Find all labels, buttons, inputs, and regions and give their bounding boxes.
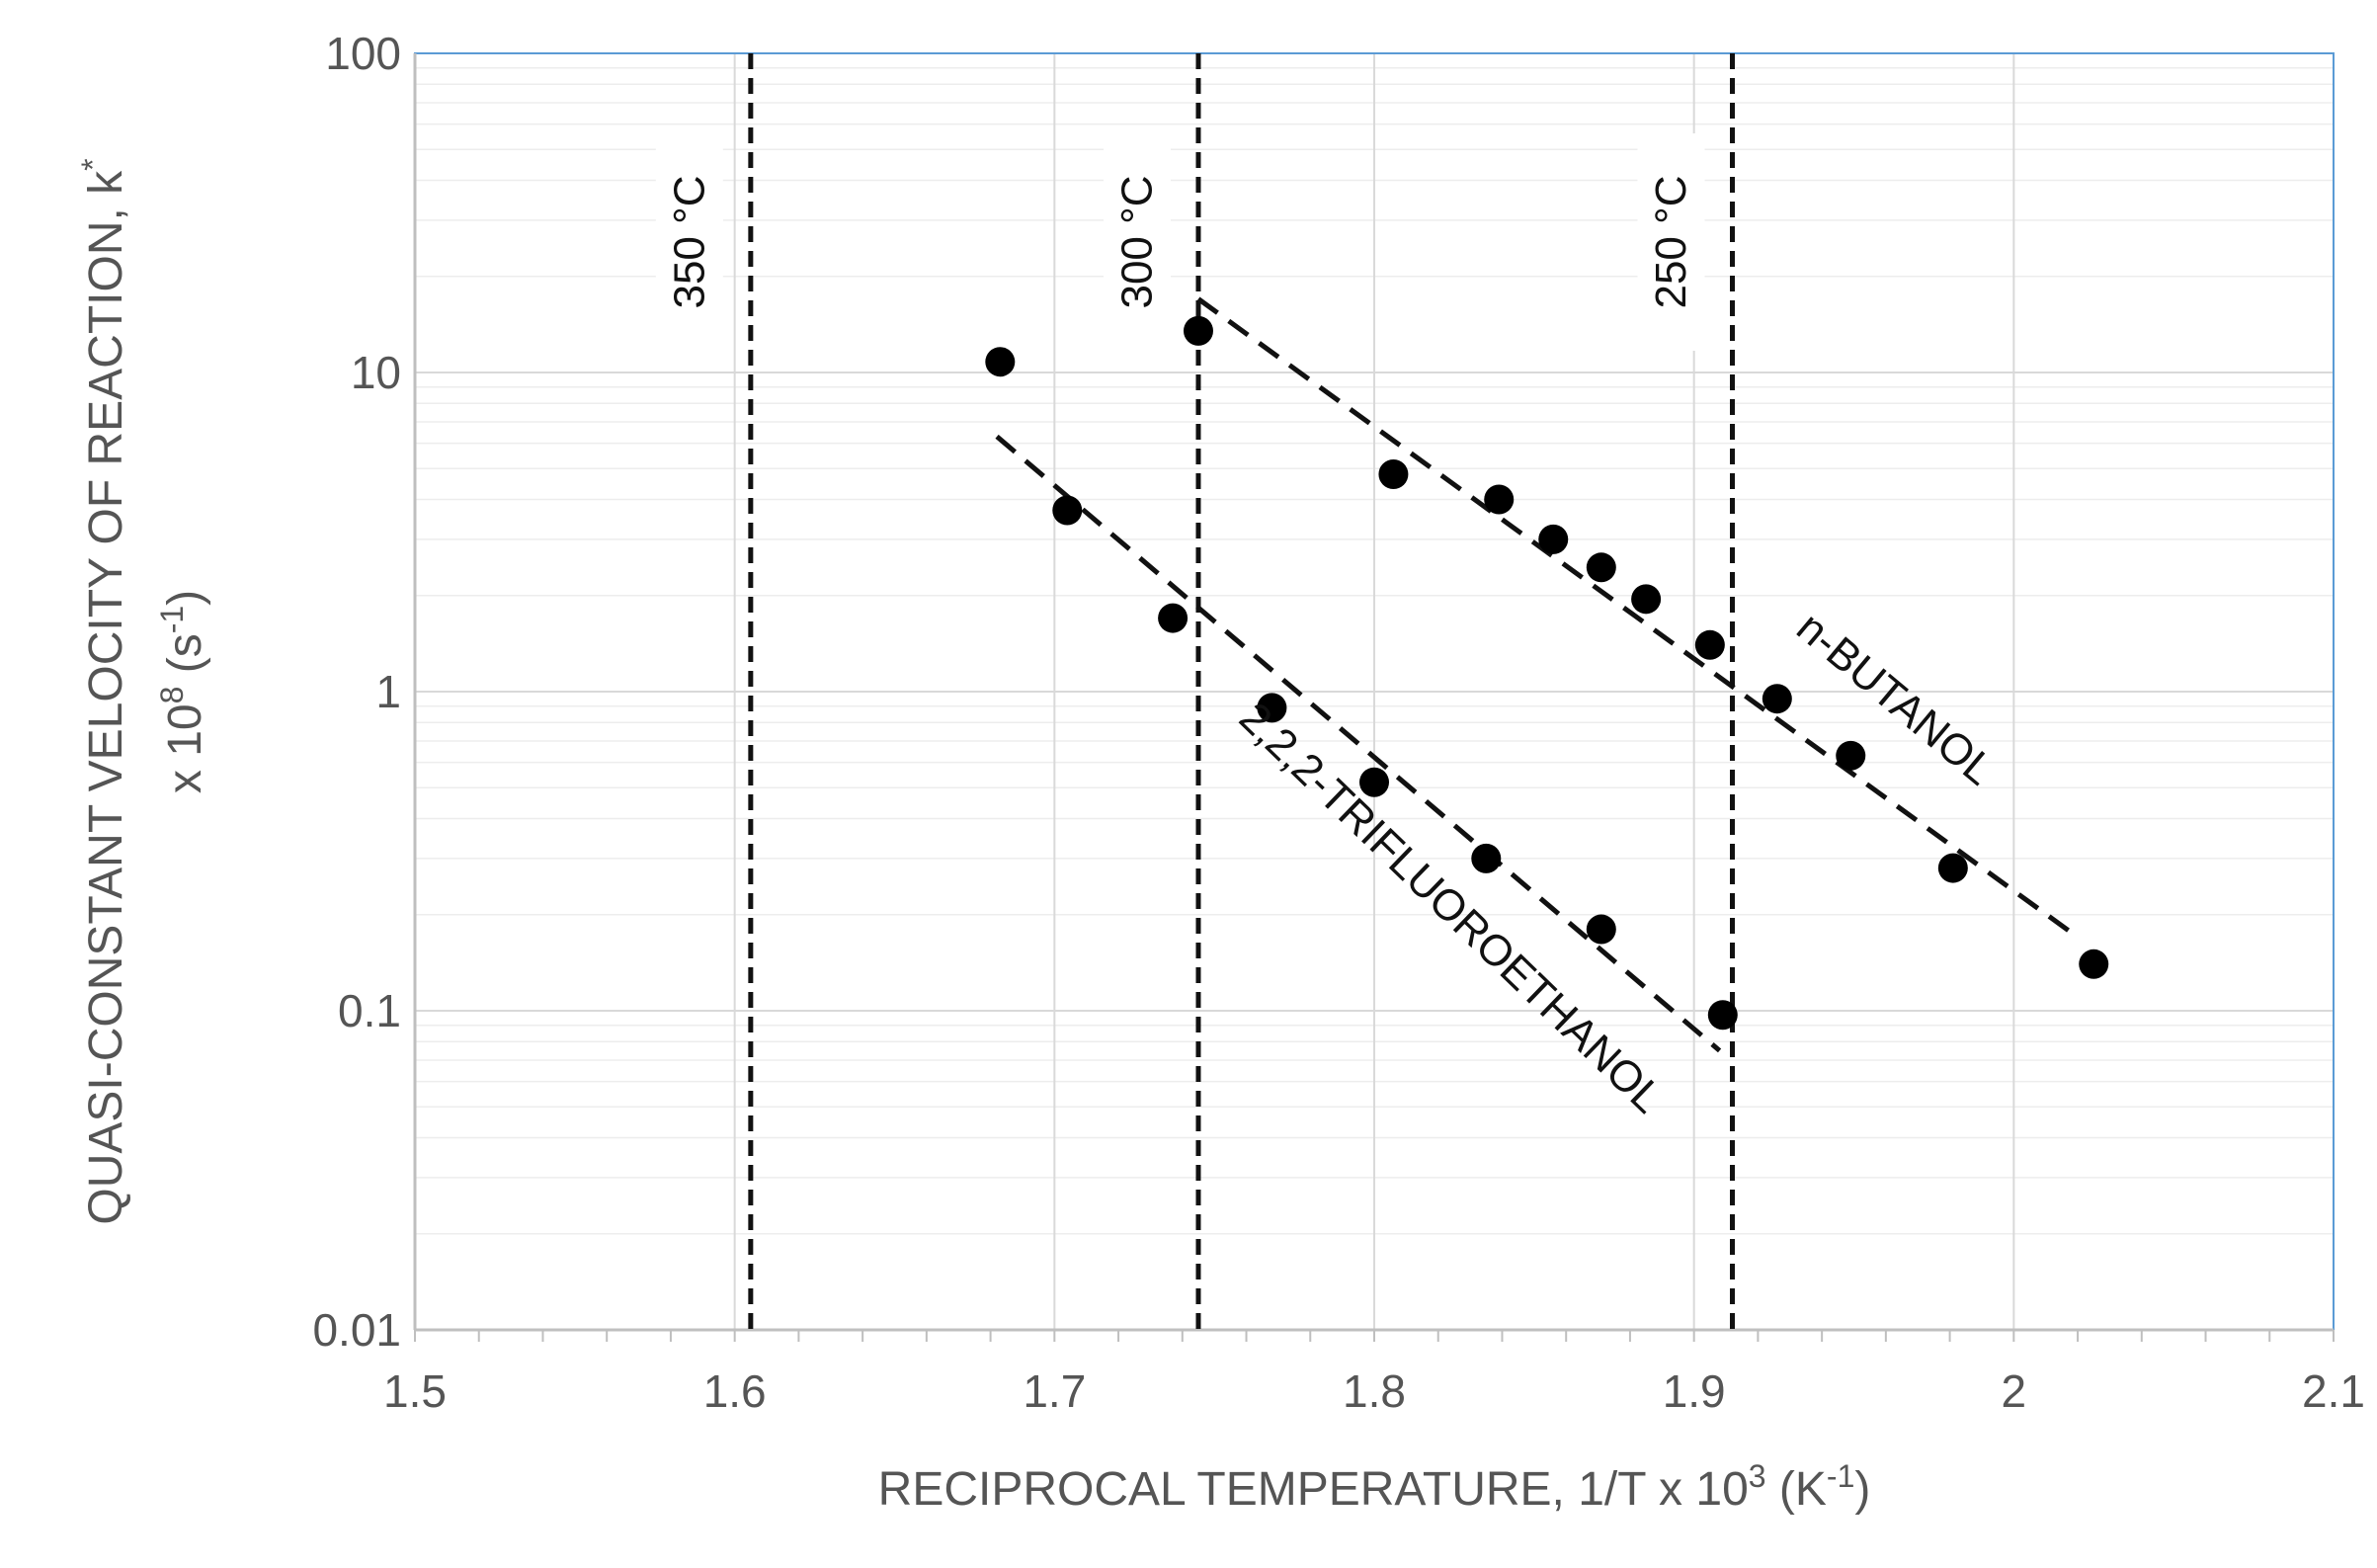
- x-axis-title: RECIPROCAL TEMPERATURE, 1/T x 103 (K-1): [878, 1458, 1871, 1516]
- x-tick-label: 2.1: [2302, 1365, 2365, 1417]
- y-tick-label: 10: [351, 347, 401, 398]
- data-point-n-butanol: [1694, 629, 1725, 660]
- y-tick-label: 1: [375, 666, 401, 717]
- data-point-2-2-2-trifluoroethanol: [1707, 1000, 1738, 1031]
- y-tick-label: 0.01: [312, 1304, 401, 1356]
- temperature-lines: 350 °C 300 °C 250 °C: [655, 53, 1736, 1330]
- x-tick-labels: 1.5 1.6 1.7 1.8 1.9 2 2.1: [383, 1365, 2365, 1417]
- data-point-2-2-2-trifluoroethanol: [1052, 495, 1083, 526]
- temperature-label-background: [1103, 133, 1171, 351]
- trend-lines: [995, 296, 2080, 1053]
- temperature-label-background: [655, 133, 723, 351]
- data-point-2-2-2-trifluoroethanol: [1586, 914, 1616, 945]
- data-point-n-butanol: [1586, 552, 1616, 583]
- data-point-2-2-2-trifluoroethanol: [1257, 693, 1287, 723]
- data-point-n-butanol: [1762, 684, 1792, 714]
- data-point-n-butanol: [1937, 853, 1968, 883]
- data-point-n-butanol: [1631, 584, 1662, 615]
- data-point-2-2-2-trifluoroethanol: [1471, 843, 1502, 873]
- y-tick-label: 100: [325, 28, 401, 79]
- y-tick-label: 0.1: [338, 985, 401, 1036]
- temperature-label: 350 °C: [665, 175, 713, 308]
- trend-line-2-2-2-trifluoroethanol: [995, 434, 1722, 1053]
- y-axis-title-line1: QUASI-CONSTANT VELOCITY OF REACTION, k*: [75, 158, 132, 1224]
- x-tick-label: 1.6: [703, 1365, 767, 1417]
- temperature-label: 300 °C: [1112, 175, 1161, 308]
- y-axis-title-line2: x 108 (s-1): [154, 590, 211, 793]
- x-tick-label: 2: [2002, 1365, 2027, 1417]
- data-point-n-butanol: [2079, 949, 2109, 979]
- data-point-n-butanol: [1484, 484, 1515, 515]
- data-point-2-2-2-trifluoroethanol: [985, 347, 1016, 377]
- x-tick-label: 1.9: [1663, 1365, 1726, 1417]
- y-tick-labels: 0.01 0.1 1 10 100: [312, 28, 401, 1356]
- x-tick-label: 1.5: [383, 1365, 447, 1417]
- data-point-n-butanol: [1538, 524, 1569, 554]
- temperature-label: 250 °C: [1647, 175, 1695, 308]
- data-point-n-butanol: [1836, 740, 1866, 771]
- temperature-label-background: [1637, 133, 1705, 351]
- x-tick-label: 1.8: [1343, 1365, 1406, 1417]
- x-tick-label: 1.7: [1023, 1365, 1086, 1417]
- trend-line-n-butanol: [1196, 296, 2080, 940]
- data-point-n-butanol: [1183, 315, 1213, 346]
- data-point-2-2-2-trifluoroethanol: [1158, 603, 1188, 633]
- data-point-n-butanol: [1378, 458, 1409, 489]
- data-point-2-2-2-trifluoroethanol: [1359, 767, 1389, 797]
- data-points: [985, 315, 2109, 1031]
- x-tick-marks: [414, 1330, 2335, 1342]
